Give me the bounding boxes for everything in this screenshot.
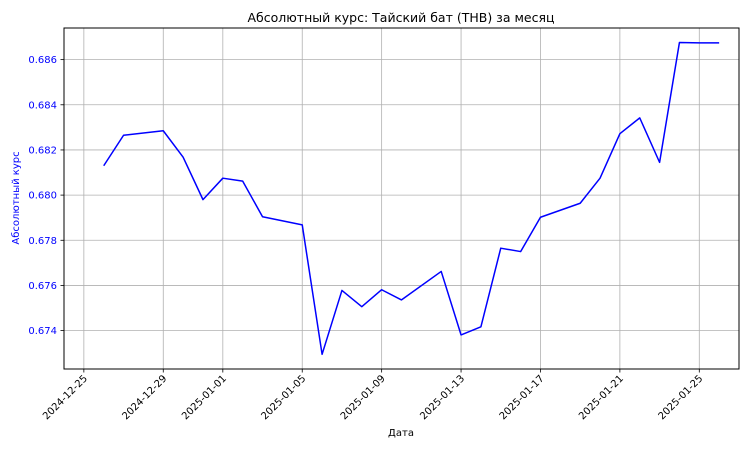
x-axis-label: Дата bbox=[388, 428, 414, 439]
y-tick-label: 0.680 bbox=[28, 191, 57, 202]
y-tick-label: 0.676 bbox=[28, 281, 57, 292]
y-tick-label: 0.678 bbox=[28, 236, 57, 247]
series-line bbox=[103, 41, 720, 356]
plot-frame bbox=[63, 27, 740, 370]
chart-title: Абсолютный курс: Тайский бат (THB) за ме… bbox=[248, 10, 555, 25]
y-tick-label: 0.686 bbox=[28, 55, 57, 66]
grid-lines bbox=[64, 28, 739, 369]
y-axis: 0.674 0.676 0.678 0.680 0.682 0.684 0.686 bbox=[28, 55, 64, 337]
y-tick-label: 0.674 bbox=[28, 326, 57, 337]
y-axis-label: Абсолютный курс bbox=[11, 151, 22, 244]
series-layer bbox=[103, 41, 720, 356]
y-tick-label: 0.682 bbox=[28, 145, 57, 156]
y-tick-label: 0.684 bbox=[28, 100, 57, 111]
